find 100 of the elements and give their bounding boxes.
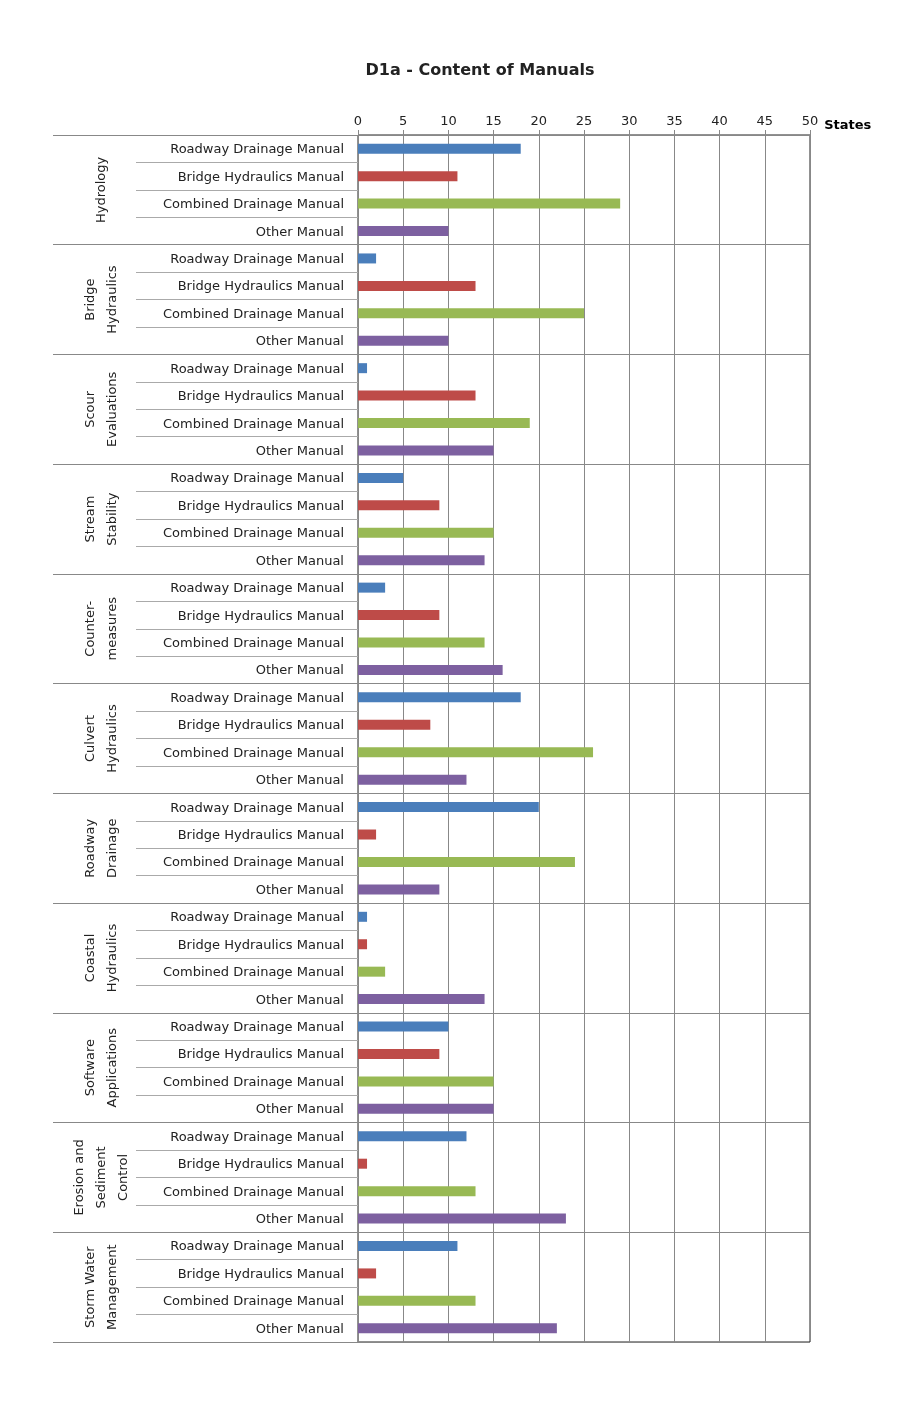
x-tick-label: 45: [756, 113, 774, 128]
bar: [358, 555, 485, 566]
bar: [358, 143, 521, 154]
bar: [358, 198, 621, 209]
bar: [358, 966, 386, 977]
x-tick-label: 5: [399, 113, 408, 128]
y-tick-label: Other Manual: [255, 662, 344, 678]
y-tick-label: Bridge Hydraulics Manual: [177, 168, 344, 184]
bar: [358, 445, 494, 456]
bar: [358, 1076, 494, 1087]
text: Roadway Drainage: [81, 818, 119, 878]
bar: [358, 774, 467, 785]
y-tick-label: Combined Drainage Manual: [163, 1073, 344, 1089]
bar: [358, 308, 584, 319]
bar: [358, 747, 594, 758]
y-tick-label: Bridge Hydraulics Manual: [177, 278, 344, 294]
y-tick-label: Other Manual: [255, 1101, 344, 1117]
bar: [358, 884, 440, 895]
bar: [358, 472, 404, 483]
y-tick-label: Roadway Drainage Manual: [170, 799, 344, 815]
bar: [358, 637, 485, 648]
y-tick-label: Other Manual: [255, 881, 344, 897]
bar: [358, 582, 386, 593]
bar: [358, 664, 503, 675]
text: Erosion and Sediment Control: [70, 1139, 130, 1216]
x-tick-label: 25: [575, 113, 593, 128]
y-tick-label: Bridge Hydraulics Manual: [177, 717, 344, 733]
bar: [358, 719, 431, 730]
y-tick-label: Bridge Hydraulics Manual: [177, 827, 344, 843]
bar: [358, 226, 449, 237]
y-tick-label: Bridge Hydraulics Manual: [177, 607, 344, 623]
text: Software Applications: [81, 1027, 119, 1108]
y-tick-label: Bridge Hydraulics Manual: [177, 388, 344, 404]
y-tick-label: Other Manual: [255, 552, 344, 568]
y-tick-label: Bridge Hydraulics Manual: [177, 1156, 344, 1172]
y-tick-label: Combined Drainage Manual: [163, 1183, 344, 1199]
y-tick-label: Roadway Drainage Manual: [170, 1128, 344, 1144]
text: Storm Water Management: [81, 1244, 119, 1330]
y-tick-label: Bridge Hydraulics Manual: [177, 1265, 344, 1281]
text: Culvert Hydraulics: [81, 704, 119, 773]
bar: [358, 1048, 440, 1059]
bar: [358, 610, 440, 621]
bar: [358, 500, 440, 511]
bar: [358, 829, 377, 840]
bar: [358, 1103, 494, 1114]
text: Stream Stability: [81, 492, 119, 546]
x-axis-title: States: [824, 117, 872, 132]
bar: [358, 253, 377, 264]
y-tick-label: Roadway Drainage Manual: [170, 689, 344, 705]
x-tick-label: 10: [440, 113, 457, 128]
bar: [358, 1323, 557, 1334]
y-tick-label: Roadway Drainage Manual: [170, 909, 344, 925]
x-tick-label: 20: [530, 113, 548, 128]
y-tick-label: Roadway Drainage Manual: [170, 141, 344, 157]
x-tick-label: 30: [620, 113, 638, 128]
y-tick-label: Other Manual: [255, 1211, 344, 1227]
text: Coastal Hydraulics: [81, 923, 119, 993]
x-tick-label: 50: [801, 113, 819, 128]
y-tick-label: Other Manual: [255, 991, 344, 1007]
bar: [358, 1268, 377, 1279]
bar: [358, 692, 521, 703]
bar: [358, 527, 494, 538]
bar: [358, 1240, 458, 1251]
bar: [358, 363, 368, 374]
y-tick-label: Bridge Hydraulics Manual: [177, 936, 344, 952]
text: Hydrology: [92, 156, 108, 223]
bar: [358, 418, 530, 429]
y-tick-label: Combined Drainage Manual: [163, 964, 344, 980]
x-tick-label: 40: [711, 113, 728, 128]
bar: [358, 1186, 476, 1197]
bar: [358, 911, 368, 922]
bar: [358, 994, 485, 1005]
y-tick-label: Combined Drainage Manual: [163, 196, 344, 212]
y-tick-label: Other Manual: [255, 1320, 344, 1336]
bar: [358, 335, 449, 346]
text: Bridge Hydraulics: [81, 265, 119, 334]
y-tick-label: Bridge Hydraulics Manual: [177, 497, 344, 513]
bar: [358, 1021, 449, 1032]
y-tick-label: Other Manual: [255, 772, 344, 788]
y-tick-label: Combined Drainage Manual: [163, 744, 344, 760]
y-tick-label: Bridge Hydraulics Manual: [177, 1046, 344, 1062]
y-tick-label: Other Manual: [255, 333, 344, 349]
bar: [358, 856, 575, 867]
y-tick-label: Roadway Drainage Manual: [170, 250, 344, 266]
y-tick-label: Combined Drainage Manual: [163, 854, 344, 870]
chart-title: D1a - Content of Manuals: [365, 59, 595, 79]
bar: [358, 1158, 368, 1169]
text: Scour Evaluations: [81, 371, 119, 448]
y-tick-label: Combined Drainage Manual: [163, 415, 344, 431]
x-tick-label: 0: [353, 113, 363, 128]
y-tick-label: Roadway Drainage Manual: [170, 470, 344, 486]
bar: [358, 1131, 467, 1142]
bar: [358, 802, 539, 813]
bar: [358, 390, 476, 401]
x-tick-label: 15: [485, 113, 502, 128]
y-tick-label: Combined Drainage Manual: [163, 1293, 344, 1309]
x-tick-label: 35: [666, 113, 683, 128]
y-tick-label: Roadway Drainage Manual: [170, 1019, 344, 1035]
bar: [358, 1295, 476, 1306]
bar: [358, 1213, 566, 1224]
